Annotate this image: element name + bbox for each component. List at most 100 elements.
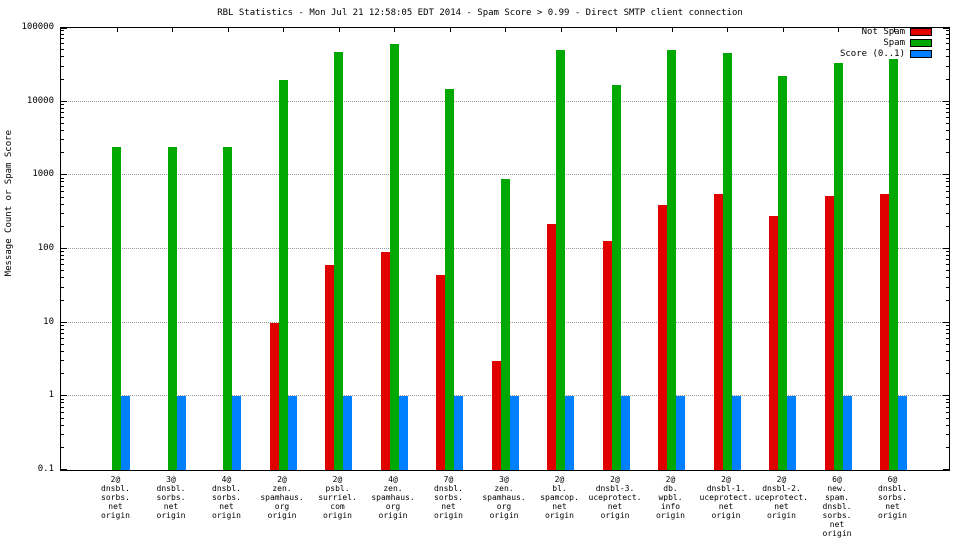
bar-spam bbox=[722, 52, 732, 470]
bar-score-0-1 bbox=[343, 396, 352, 470]
y-major-tick bbox=[943, 100, 949, 102]
y-minor-tick bbox=[946, 104, 949, 106]
bar-spam bbox=[334, 52, 343, 470]
bar-not-spam bbox=[325, 265, 334, 470]
y-minor-tick bbox=[61, 65, 64, 67]
x-category-label: 3@ zen. spamhaus. org origin bbox=[482, 475, 526, 520]
y-minor-tick bbox=[946, 338, 949, 340]
y-minor-tick bbox=[61, 196, 64, 198]
y-minor-tick bbox=[946, 190, 949, 192]
legend-label-not-spam: Not Spam bbox=[861, 26, 905, 37]
y-minor-tick bbox=[61, 122, 64, 124]
x-tick bbox=[616, 28, 617, 32]
y-minor-tick bbox=[946, 398, 949, 400]
bar-score-0-1 bbox=[565, 396, 574, 470]
y-minor-tick bbox=[946, 328, 949, 330]
bar-not-spam bbox=[713, 194, 723, 470]
bar-not-spam bbox=[380, 252, 390, 470]
y-minor-tick bbox=[61, 333, 64, 335]
bar-score-0-1 bbox=[842, 396, 852, 470]
bar-spam bbox=[556, 50, 565, 470]
x-category-label: 2@ zen. spamhaus. org origin bbox=[260, 475, 304, 520]
x-category-label: 2@ dnsbl. sorbs. net origin bbox=[101, 475, 130, 520]
y-minor-tick bbox=[946, 270, 949, 272]
y-minor-tick bbox=[946, 299, 949, 301]
bar-spam bbox=[778, 76, 787, 470]
bar-score-0-1 bbox=[620, 396, 630, 470]
y-minor-tick bbox=[61, 255, 64, 257]
chart-title: RBL Statistics - Mon Jul 21 12:58:05 EDT… bbox=[217, 8, 743, 18]
y-minor-tick bbox=[946, 56, 949, 58]
y-minor-tick bbox=[946, 286, 949, 288]
y-axis-tick-labels: 0.1 1 10 100 1000 10000 100000 bbox=[0, 22, 56, 474]
plot-area bbox=[60, 27, 950, 471]
y-minor-tick bbox=[946, 122, 949, 124]
y-minor-tick bbox=[61, 43, 64, 45]
x-tick bbox=[449, 28, 451, 32]
y-minor-tick bbox=[946, 255, 949, 257]
y-major-tick bbox=[61, 321, 67, 323]
bar-score-0-1 bbox=[398, 396, 408, 470]
y-minor-tick bbox=[946, 78, 949, 80]
x-category-label: 2@ bl. spamcop. net origin bbox=[540, 475, 579, 520]
legend-item-spam: Spam bbox=[840, 37, 932, 48]
bar-spam bbox=[667, 50, 676, 470]
y-minor-tick bbox=[946, 251, 949, 253]
y-minor-tick bbox=[946, 360, 949, 362]
y-major-tick bbox=[61, 28, 67, 29]
x-tick bbox=[172, 28, 173, 32]
x-tick bbox=[227, 28, 229, 32]
bar-spam bbox=[611, 84, 621, 470]
y-minor-tick bbox=[946, 34, 949, 36]
y-major-tick bbox=[61, 469, 67, 470]
x-category-label: 2@ dnsbl-2. uceprotect. net origin bbox=[755, 475, 808, 520]
y-minor-tick bbox=[946, 259, 949, 261]
y-minor-tick bbox=[946, 433, 949, 435]
score-swatch bbox=[910, 49, 932, 58]
not-spam-swatch bbox=[910, 27, 932, 36]
y-minor-tick bbox=[61, 433, 64, 435]
bar-score-0-1 bbox=[676, 396, 685, 470]
x-category-label: 4@ dnsbl. sorbs. net origin bbox=[212, 475, 241, 520]
bar-score-0-1 bbox=[509, 396, 519, 470]
y-minor-tick bbox=[946, 350, 949, 352]
y-minor-tick bbox=[946, 203, 949, 205]
x-tick bbox=[338, 28, 340, 32]
y-major-tick bbox=[943, 321, 949, 323]
y-minor-tick bbox=[946, 129, 949, 131]
gridline bbox=[61, 174, 949, 176]
y-tick-label: 100000 bbox=[21, 22, 54, 32]
x-tick bbox=[727, 28, 728, 32]
y-minor-tick bbox=[61, 398, 64, 400]
y-minor-tick bbox=[946, 264, 949, 266]
y-minor-tick bbox=[946, 417, 949, 419]
bar-spam bbox=[112, 147, 121, 470]
y-minor-tick bbox=[946, 181, 949, 183]
bar-spam bbox=[223, 147, 232, 470]
y-tick-label: 100 bbox=[37, 243, 54, 253]
y-minor-tick bbox=[946, 38, 949, 40]
y-minor-tick bbox=[946, 196, 949, 198]
y-minor-tick bbox=[946, 117, 949, 119]
bar-score-0-1 bbox=[787, 396, 796, 470]
legend-label-spam: Spam bbox=[883, 37, 905, 48]
y-minor-tick bbox=[61, 139, 64, 141]
y-minor-tick bbox=[61, 251, 64, 253]
bar-score-0-1 bbox=[898, 396, 907, 470]
y-minor-tick bbox=[61, 56, 64, 58]
y-minor-tick bbox=[946, 65, 949, 67]
x-tick bbox=[394, 28, 395, 32]
y-minor-tick bbox=[61, 129, 64, 131]
y-minor-tick bbox=[61, 104, 64, 106]
y-tick-label: 10000 bbox=[26, 95, 54, 106]
bar-score-0-1 bbox=[454, 396, 463, 470]
y-minor-tick bbox=[946, 406, 949, 408]
y-major-tick bbox=[943, 28, 949, 29]
y-minor-tick bbox=[61, 259, 64, 261]
y-minor-tick bbox=[61, 34, 64, 36]
x-axis-labels: 2@ dnsbl. sorbs. net origin 3@ dnsbl. sor… bbox=[60, 475, 950, 539]
bar-spam bbox=[889, 58, 898, 470]
y-minor-tick bbox=[946, 43, 949, 45]
y-minor-tick bbox=[61, 177, 64, 179]
y-major-tick bbox=[943, 174, 949, 176]
